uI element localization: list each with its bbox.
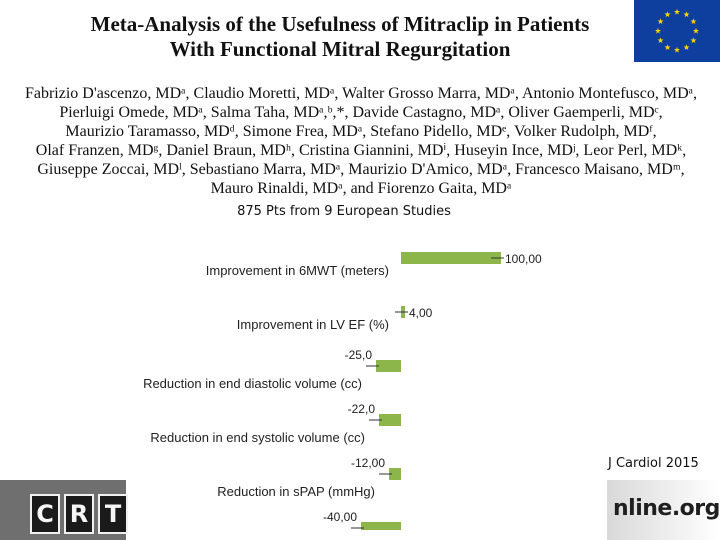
chart-bar-1 — [401, 252, 501, 264]
paper-title: Meta-Analysis of the Usefulness of Mitra… — [40, 12, 640, 62]
flag-star-icon — [690, 18, 697, 25]
chart-bar-4 — [379, 414, 401, 426]
author-line-6: Mauro Rinaldi, MDᵃ, and Fiorenzo Gaita, … — [210, 180, 512, 197]
chart-subtitle: 875 Pts from 9 European Studies — [237, 204, 451, 219]
author-line-1: Fabrizio D'ascenzo, MDᵃ, Claudio Moretti… — [24, 85, 698, 102]
online-logo: nline.org — [607, 480, 720, 540]
chart-value-label-6: -40,00 — [323, 510, 357, 524]
chart-bar-5 — [389, 468, 401, 480]
flag-star-icon — [664, 44, 671, 51]
journal-citation: J Cardiol 2015 — [608, 456, 699, 471]
title-line-2: With Functional Mitral Regurgitation — [169, 37, 511, 61]
eu-flag-icon — [634, 0, 720, 62]
flag-star-icon — [657, 37, 664, 44]
flag-star-icon — [683, 11, 690, 18]
chart-value-label-1: 100,00 — [505, 252, 542, 266]
chart-bar-3 — [376, 360, 401, 372]
crt-logo-letter-r: R — [64, 494, 94, 534]
crt-logo-letter-t: T — [98, 494, 128, 534]
chart-category-label-2: Improvement in LV EF (%) — [237, 317, 389, 332]
flag-star-icon — [673, 8, 681, 15]
flag-star-icon — [690, 37, 697, 44]
author-line-5: Giuseppe Zoccai, MDˡ, Sebastiano Marra, … — [37, 161, 685, 178]
chart-value-label-2: 4,00 — [409, 306, 433, 320]
flag-star-icon — [683, 44, 690, 51]
crt-logo: C R T — [0, 480, 128, 540]
flag-star-icon — [692, 27, 700, 34]
crt-logo-letter-c: C — [30, 494, 60, 534]
author-line-3: Maurizio Taramasso, MDᵈ, Simone Frea, MD… — [65, 123, 657, 140]
flag-star-icon — [657, 18, 664, 25]
flag-star-icon — [664, 11, 671, 18]
chart-value-label-5: -12,00 — [351, 456, 385, 470]
chart-value-label-4: -22,0 — [348, 402, 376, 416]
title-line-1: Meta-Analysis of the Usefulness of Mitra… — [90, 12, 590, 36]
chart-bar-6 — [361, 522, 401, 530]
chart-category-label-3: Reduction in end diastolic volume (cc) — [143, 376, 362, 391]
chart-category-label-4: Reduction in end systolic volume (cc) — [150, 430, 365, 445]
chart-category-label-1: Improvement in 6MWT (meters) — [206, 263, 389, 278]
author-line-4: Olaf Franzen, MDᵍ, Daniel Braun, MDʰ, Cr… — [35, 142, 687, 159]
forest-bar-chart: Improvement in 6MWT (meters) 100,00 Improv… — [143, 252, 542, 530]
author-line-2: Pierluigi Omede, MDᵃ, Salma Taha, MDᵃ,ᵇ,… — [59, 104, 663, 121]
author-list: Fabrizio D'ascenzo, MDᵃ, Claudio Moretti… — [8, 84, 714, 198]
chart-category-label-5: Reduction in sPAP (mmHg) — [217, 484, 375, 499]
flag-star-icon — [654, 27, 662, 34]
flag-star-icon — [673, 46, 681, 53]
online-logo-text: nline.org — [613, 496, 720, 521]
chart-value-label-3: -25,0 — [345, 348, 373, 362]
